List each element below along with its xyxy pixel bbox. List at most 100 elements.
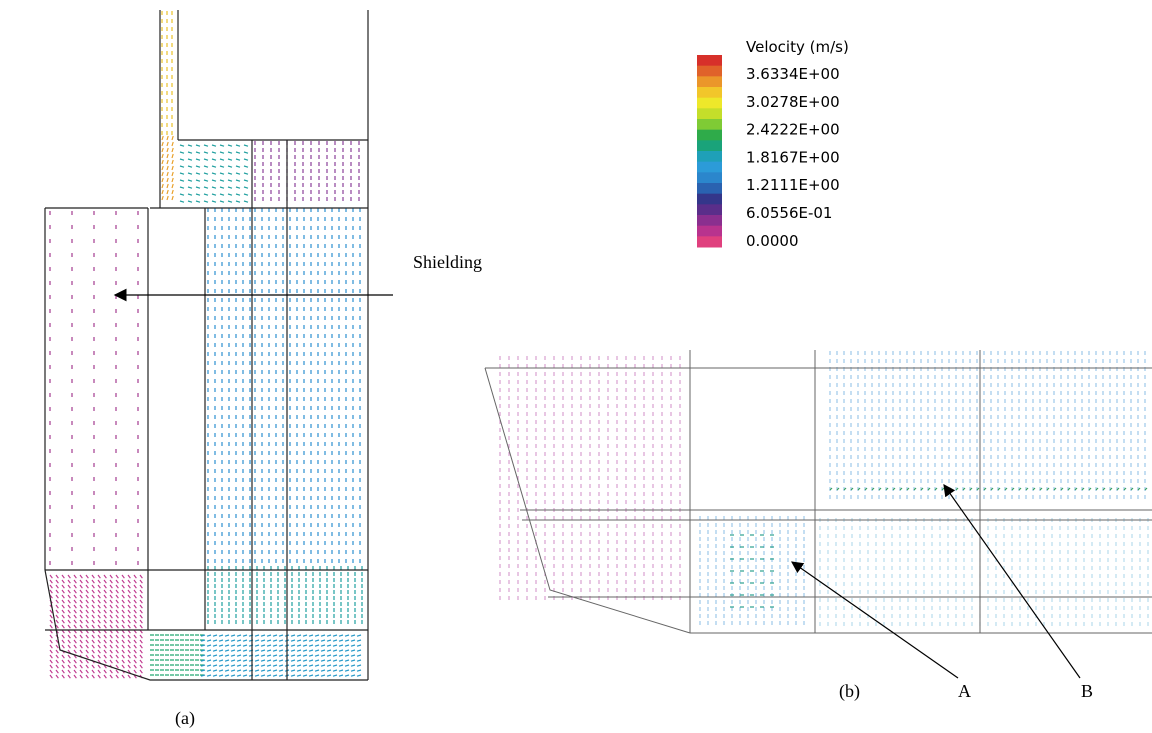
velocity-vector <box>110 635 112 638</box>
velocity-vector <box>134 640 136 643</box>
velocity-vector <box>104 605 106 608</box>
velocity-vector <box>255 670 259 671</box>
velocity-vector <box>104 575 106 578</box>
velocity-vector <box>297 660 301 661</box>
velocity-vector <box>104 595 106 598</box>
velocity-vector <box>333 670 337 671</box>
velocity-vector <box>279 660 283 661</box>
velocity-vector <box>128 650 130 653</box>
velocity-vector <box>339 635 343 636</box>
velocity-vector <box>116 650 118 653</box>
velocity-vector <box>273 655 277 656</box>
velocity-vector <box>86 575 88 578</box>
velocity-vector <box>68 640 70 643</box>
velocity-vector <box>172 196 173 200</box>
velocity-vector <box>110 610 112 613</box>
velocity-vector <box>74 580 76 583</box>
velocity-vector <box>122 590 124 593</box>
velocity-vector <box>228 194 232 195</box>
velocity-vector <box>303 670 307 671</box>
velocity-vector <box>357 655 361 656</box>
velocity-vector <box>80 645 82 648</box>
velocity-vector <box>122 660 124 663</box>
velocity-vector <box>80 635 82 638</box>
velocity-vector <box>236 187 240 188</box>
velocity-vector <box>110 605 112 608</box>
velocity-vector <box>162 166 163 170</box>
velocity-vector <box>261 655 265 656</box>
velocity-vector <box>237 640 241 641</box>
velocity-vector <box>321 640 325 641</box>
velocity-vector <box>237 635 241 636</box>
velocity-vector <box>188 173 192 174</box>
colorbar-swatch <box>697 66 722 77</box>
velocity-vector <box>80 605 82 608</box>
panel-b-label: (b) <box>839 681 860 702</box>
velocity-vector <box>315 640 319 641</box>
velocity-vector <box>180 166 184 167</box>
velocity-vector <box>50 655 52 658</box>
colorbar <box>697 55 722 248</box>
velocity-vector <box>162 172 163 176</box>
velocity-vector <box>236 194 240 195</box>
velocity-vector <box>351 655 355 656</box>
velocity-vector <box>219 655 223 656</box>
velocity-vector <box>188 201 192 202</box>
velocity-vector <box>351 660 355 661</box>
velocity-vector <box>244 145 248 146</box>
velocity-vector <box>104 660 106 663</box>
velocity-vector <box>104 620 106 623</box>
velocity-vector <box>172 154 173 158</box>
velocity-vector <box>50 660 52 663</box>
velocity-vector <box>116 590 118 593</box>
colorbar-swatch <box>697 183 722 194</box>
velocity-vector <box>309 635 313 636</box>
velocity-vector <box>86 585 88 588</box>
colorbar-swatch <box>697 98 722 109</box>
velocity-vector <box>188 194 192 195</box>
velocity-vector <box>321 660 325 661</box>
velocity-vector <box>204 152 208 153</box>
velocity-vector <box>237 675 241 676</box>
velocity-vector <box>219 665 223 666</box>
colorbar-swatch <box>697 87 722 98</box>
velocity-vector <box>279 665 283 666</box>
velocity-vector <box>333 665 337 666</box>
velocity-vector <box>357 675 361 676</box>
figure: Velocity (m/s) 3.6334E+003.0278E+002.422… <box>0 0 1152 733</box>
velocity-vector <box>98 640 100 643</box>
velocity-vector <box>116 585 118 588</box>
velocity-vector <box>50 615 52 618</box>
velocity-vector <box>309 660 313 661</box>
velocity-vector <box>134 620 136 623</box>
velocity-vector <box>62 670 64 673</box>
velocity-vector <box>98 575 100 578</box>
velocity-vector <box>327 635 331 636</box>
velocity-vector <box>327 655 331 656</box>
velocity-vector <box>50 670 52 673</box>
velocity-vector <box>339 645 343 646</box>
velocity-vector <box>333 675 337 676</box>
velocity-vector <box>333 660 337 661</box>
velocity-vector <box>327 645 331 646</box>
velocity-vector <box>98 635 100 638</box>
velocity-vector <box>98 670 100 673</box>
velocity-vector <box>134 615 136 618</box>
velocity-vector <box>244 194 248 195</box>
velocity-vector <box>68 665 70 668</box>
velocity-vector <box>273 675 277 676</box>
legend-label: 0.0000 <box>746 232 799 250</box>
colorbar-swatch <box>697 119 722 130</box>
velocity-vector <box>74 640 76 643</box>
velocity-vector <box>68 585 70 588</box>
velocity-vector <box>345 670 349 671</box>
velocity-vector <box>86 675 88 678</box>
velocity-vector <box>327 675 331 676</box>
velocity-vector <box>273 645 277 646</box>
point-b-label: B <box>1081 681 1093 701</box>
velocity-vector <box>212 194 216 195</box>
velocity-vector <box>297 635 301 636</box>
velocity-vector <box>297 670 301 671</box>
velocity-vector <box>80 610 82 613</box>
velocity-vector <box>68 660 70 663</box>
